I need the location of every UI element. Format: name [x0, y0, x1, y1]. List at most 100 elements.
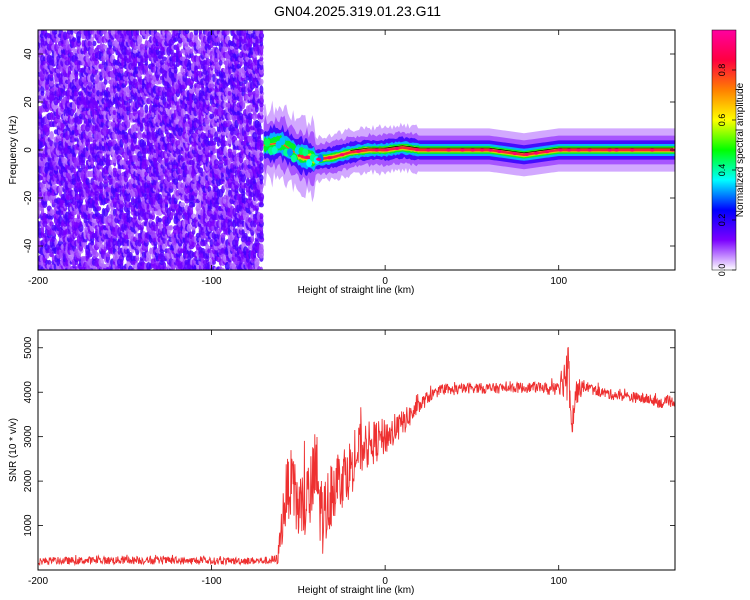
spectrogram-peak: [576, 148, 582, 152]
spectrogram-cell: [103, 44, 108, 50]
spectrogram-cell: [169, 225, 173, 231]
spectrogram-cell: [259, 78, 264, 86]
spectrogram-blob: [290, 154, 297, 163]
spectrogram-ytick-label: 20: [23, 96, 34, 108]
spectrogram-blob: [287, 148, 294, 157]
spectrogram-cell: [67, 144, 72, 150]
spectrogram-peak: [470, 148, 476, 152]
spectrogram-peak: [384, 148, 390, 152]
spectrogram-cell: [96, 206, 102, 212]
spectrogram-xlabel: Height of straight line (km): [298, 285, 415, 296]
spectrogram-cell: [259, 60, 264, 66]
spectrogram-cell: [254, 257, 260, 267]
spectrogram-blob: [279, 137, 286, 146]
spectrogram-peak: [629, 148, 635, 152]
snr-xlabel: Height of straight line (km): [298, 585, 415, 596]
spectrogram-cell: [73, 90, 80, 97]
spectrogram-cell: [211, 141, 217, 146]
spectrogram-peak: [374, 148, 380, 152]
spectrogram-xtick-label: -100: [202, 276, 222, 287]
spectrogram-peak: [544, 150, 550, 154]
snr-frame: [37, 329, 676, 571]
spectrogram-peak: [394, 146, 400, 150]
spectrogram-cell: [259, 213, 264, 220]
spectrogram-peak: [614, 148, 620, 152]
spectrogram-xtick-label: 0: [382, 276, 388, 287]
snr-ytick-label: 3000: [23, 425, 34, 448]
spectrogram-peak: [339, 153, 345, 157]
spectrogram-cell: [179, 202, 186, 208]
spectrogram-cell: [259, 30, 264, 35]
colorbar-tick-label: 0.4: [717, 164, 727, 177]
snr-series-line: [38, 346, 675, 567]
spectrogram-peak: [316, 157, 322, 161]
spectrogram-cell: [144, 104, 149, 114]
spectrogram-cell: [254, 237, 259, 242]
spectrogram-cell: [136, 35, 143, 45]
spectrogram-cell: [259, 85, 264, 95]
spectrogram-cell: [47, 259, 52, 265]
snr-ytick-label: 5000: [23, 336, 34, 359]
spectrogram-cell: [186, 223, 192, 233]
spectrogram-xtick-label: -200: [28, 276, 48, 287]
colorbar-tick-label: 0.2: [717, 214, 727, 227]
spectrogram-cell: [76, 217, 82, 223]
spectrogram-peak: [487, 148, 493, 152]
spectrogram-ridge-line: [350, 145, 674, 154]
spectrogram-cell: [184, 235, 190, 243]
spectrogram-cell: [135, 30, 139, 36]
spectrogram-cell: [259, 162, 264, 170]
spectrogram-cell: [103, 78, 108, 85]
spectrogram-cell: [225, 30, 230, 36]
snr-ytick-label: 2000: [23, 470, 34, 493]
colorbar: 0.0 0.2 0.4 0.6 0.8 Normalized spectral ampl…: [711, 29, 746, 277]
spectrogram-cell: [142, 43, 146, 51]
spectrogram-cell: [92, 40, 97, 47]
colorbar-tick-label: 0.8: [717, 64, 727, 77]
spectrogram-cell: [40, 94, 45, 101]
spectrogram-cell: [224, 87, 231, 92]
spectrogram-cell: [218, 160, 224, 165]
spectrogram-cell: [221, 267, 225, 270]
spectrogram-peak: [326, 156, 332, 160]
spectrogram-cell: [101, 43, 106, 52]
spectrogram-cell: [78, 181, 83, 190]
spectrogram-cell: [259, 56, 264, 62]
spectrogram-peak: [479, 148, 485, 152]
spectrogram-cell: [258, 32, 265, 40]
spectrogram-cell: [49, 130, 54, 141]
spectrogram-cell: [54, 30, 58, 35]
colorbar-tick-label: 0.0: [717, 264, 727, 277]
spectrogram-image: [38, 30, 675, 270]
spectrogram-cell: [184, 30, 190, 35]
spectrogram-cell: [198, 70, 203, 78]
spectrogram-cell: [259, 155, 264, 162]
spectrogram-cell: [205, 243, 210, 251]
spectrogram-cell: [155, 44, 161, 50]
spectrogram-ytick-label: 0: [23, 147, 34, 153]
colorbar-label: Normalized spectral amplitude: [735, 82, 746, 217]
spectrogram-ytick-label: -20: [23, 190, 34, 205]
spectrogram-cell: [98, 63, 104, 70]
spectrogram-cell: [51, 87, 57, 92]
colorbar-tick-label: 0.6: [717, 114, 727, 127]
spectrogram-cell: [79, 221, 83, 227]
spectrogram-peak: [607, 148, 613, 152]
spectrogram-cell: [161, 56, 168, 62]
spectrogram-cell: [213, 159, 219, 166]
snr-xtick-label: -200: [28, 576, 48, 587]
spectrogram-cell: [56, 36, 61, 43]
spectrogram-peak: [414, 148, 420, 152]
spectrogram-cell: [164, 239, 169, 248]
spectrogram-blob: [306, 159, 313, 168]
spectrogram-cell: [70, 30, 74, 35]
spectrogram-cell: [259, 152, 264, 158]
spectrogram-peak: [533, 151, 539, 155]
spectrogram-cell: [162, 110, 167, 115]
spectrogram-cell: [258, 192, 265, 202]
spectrogram-cell: [258, 140, 265, 147]
spectrogram-ytick-label: -40: [23, 238, 34, 253]
spectrogram-cell: [144, 40, 148, 47]
